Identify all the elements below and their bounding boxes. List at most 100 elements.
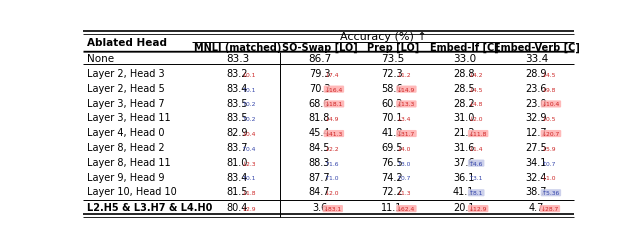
Text: 33.0: 33.0 bbox=[453, 54, 476, 64]
Text: 88.3: 88.3 bbox=[308, 157, 330, 167]
Text: 83.3: 83.3 bbox=[226, 54, 250, 64]
Text: 79.3: 79.3 bbox=[308, 69, 330, 79]
Text: ↓2.2: ↓2.2 bbox=[325, 146, 339, 151]
Text: Embed-Verb [C]: Embed-Verb [C] bbox=[494, 42, 580, 53]
Text: None: None bbox=[87, 54, 114, 64]
Text: Ablated Head: Ablated Head bbox=[87, 38, 167, 48]
Text: 11.1: 11.1 bbox=[381, 202, 403, 212]
Text: ↓14.9: ↓14.9 bbox=[397, 87, 415, 92]
Text: 27.5: 27.5 bbox=[525, 142, 547, 152]
Text: 76.5: 76.5 bbox=[381, 157, 403, 167]
Text: ↓4.5: ↓4.5 bbox=[542, 73, 556, 78]
Text: ↓2.0: ↓2.0 bbox=[325, 191, 339, 196]
Text: Layer 10, Head 10: Layer 10, Head 10 bbox=[87, 187, 177, 197]
Text: 38.7: 38.7 bbox=[525, 187, 547, 197]
Text: 83.5: 83.5 bbox=[226, 98, 248, 108]
Text: 31.6: 31.6 bbox=[453, 142, 474, 152]
Text: ↓18.1: ↓18.1 bbox=[325, 102, 343, 107]
Text: 84.7: 84.7 bbox=[308, 187, 330, 197]
Text: 83.4: 83.4 bbox=[227, 83, 248, 93]
Text: 68.6: 68.6 bbox=[308, 98, 330, 108]
Text: ↓1.8: ↓1.8 bbox=[243, 191, 257, 196]
Text: ↓1.0: ↓1.0 bbox=[542, 176, 556, 181]
Text: Layer 8, Head 11: Layer 8, Head 11 bbox=[87, 157, 171, 167]
Text: ↓11.8: ↓11.8 bbox=[469, 132, 487, 137]
Text: ↓10.4: ↓10.4 bbox=[542, 102, 560, 107]
Text: ↓4.0: ↓4.0 bbox=[397, 146, 412, 151]
Text: 83.5: 83.5 bbox=[226, 113, 248, 123]
Text: 81.5: 81.5 bbox=[226, 187, 248, 197]
Text: ↑5.36: ↑5.36 bbox=[542, 191, 560, 196]
Text: 28.5: 28.5 bbox=[453, 83, 474, 93]
Text: 60.2: 60.2 bbox=[381, 98, 403, 108]
Text: 69.5: 69.5 bbox=[381, 142, 403, 152]
Text: 83.4: 83.4 bbox=[227, 172, 248, 182]
Text: 73.5: 73.5 bbox=[381, 54, 404, 64]
Text: ↓4.2: ↓4.2 bbox=[469, 73, 483, 78]
Text: 36.1: 36.1 bbox=[453, 172, 474, 182]
Text: 87.7: 87.7 bbox=[308, 172, 330, 182]
Text: 32.9: 32.9 bbox=[525, 113, 547, 123]
Text: 28.2: 28.2 bbox=[453, 98, 474, 108]
Text: ↓83.1: ↓83.1 bbox=[324, 206, 342, 211]
Text: 31.0: 31.0 bbox=[453, 113, 474, 123]
Text: ↓1.3: ↓1.3 bbox=[397, 191, 412, 196]
Text: 37.6: 37.6 bbox=[453, 157, 474, 167]
Text: ↓12.9: ↓12.9 bbox=[469, 206, 487, 211]
Text: 83.7: 83.7 bbox=[226, 142, 248, 152]
Text: 41.1: 41.1 bbox=[453, 187, 474, 197]
Text: ↓2.0: ↓2.0 bbox=[469, 117, 483, 122]
Text: ↑0.4: ↑0.4 bbox=[243, 146, 257, 151]
Text: Layer 8, Head 2: Layer 8, Head 2 bbox=[87, 142, 164, 152]
Text: 3.6: 3.6 bbox=[312, 202, 327, 212]
Text: ↓9.8: ↓9.8 bbox=[542, 87, 556, 92]
Text: 70.1: 70.1 bbox=[381, 113, 403, 123]
Text: ↑0.2: ↑0.2 bbox=[243, 102, 257, 107]
Text: ↓7.4: ↓7.4 bbox=[325, 73, 339, 78]
Text: 72.3: 72.3 bbox=[381, 69, 403, 79]
Text: 72.2: 72.2 bbox=[381, 187, 403, 197]
Text: ↓5.9: ↓5.9 bbox=[542, 146, 556, 151]
Text: ↓41.3: ↓41.3 bbox=[325, 132, 343, 137]
Text: 83.2: 83.2 bbox=[226, 69, 248, 79]
Text: 86.7: 86.7 bbox=[308, 54, 332, 64]
Text: 84.5: 84.5 bbox=[308, 142, 330, 152]
Text: ↑0.7: ↑0.7 bbox=[542, 161, 556, 166]
Text: Layer 9, Head 9: Layer 9, Head 9 bbox=[87, 172, 164, 182]
Text: 74.2: 74.2 bbox=[381, 172, 403, 182]
Text: ↓31.7: ↓31.7 bbox=[397, 132, 415, 137]
Text: 82.9: 82.9 bbox=[226, 128, 248, 138]
Text: 12.7: 12.7 bbox=[525, 128, 547, 138]
Text: Accuracy (%) ↑: Accuracy (%) ↑ bbox=[340, 32, 426, 42]
Text: 70.3: 70.3 bbox=[308, 83, 330, 93]
Text: ↑0.7: ↑0.7 bbox=[397, 176, 412, 181]
Text: ↑0.1: ↑0.1 bbox=[243, 87, 257, 92]
Text: ↓4.8: ↓4.8 bbox=[469, 102, 483, 107]
Text: Embed-If [C]: Embed-If [C] bbox=[430, 42, 499, 53]
Text: SO-Swap [LO]: SO-Swap [LO] bbox=[282, 42, 358, 53]
Text: ↓2.3: ↓2.3 bbox=[243, 161, 257, 166]
Text: 80.4: 80.4 bbox=[227, 202, 248, 212]
Text: 23.0: 23.0 bbox=[525, 98, 547, 108]
Text: L2.H5 & L3.H7 & L4.H0: L2.H5 & L3.H7 & L4.H0 bbox=[87, 202, 212, 212]
Text: ↑8.1: ↑8.1 bbox=[469, 191, 483, 196]
Text: ↓0.4: ↓0.4 bbox=[243, 132, 257, 137]
Text: ↑0.2: ↑0.2 bbox=[243, 117, 257, 122]
Text: ↑0.1: ↑0.1 bbox=[243, 176, 257, 181]
Text: Layer 2, Head 5: Layer 2, Head 5 bbox=[87, 83, 164, 93]
Text: ↓4.9: ↓4.9 bbox=[325, 117, 339, 122]
Text: Layer 3, Head 7: Layer 3, Head 7 bbox=[87, 98, 164, 108]
Text: ↓0.5: ↓0.5 bbox=[542, 117, 556, 122]
Text: ↑1.6: ↑1.6 bbox=[325, 161, 339, 166]
Text: ↓4.5: ↓4.5 bbox=[469, 87, 483, 92]
Text: 81.0: 81.0 bbox=[227, 157, 248, 167]
Text: 28.9: 28.9 bbox=[525, 69, 547, 79]
Text: ↓20.7: ↓20.7 bbox=[542, 132, 560, 137]
Text: MNLI (matched): MNLI (matched) bbox=[194, 43, 282, 52]
Text: ↓16.4: ↓16.4 bbox=[325, 87, 343, 92]
Text: ↓1.4: ↓1.4 bbox=[469, 146, 483, 151]
Text: 34.1: 34.1 bbox=[526, 157, 547, 167]
Text: 45.4: 45.4 bbox=[308, 128, 330, 138]
Text: 58.6: 58.6 bbox=[381, 83, 403, 93]
Text: ↓1.2: ↓1.2 bbox=[397, 73, 412, 78]
